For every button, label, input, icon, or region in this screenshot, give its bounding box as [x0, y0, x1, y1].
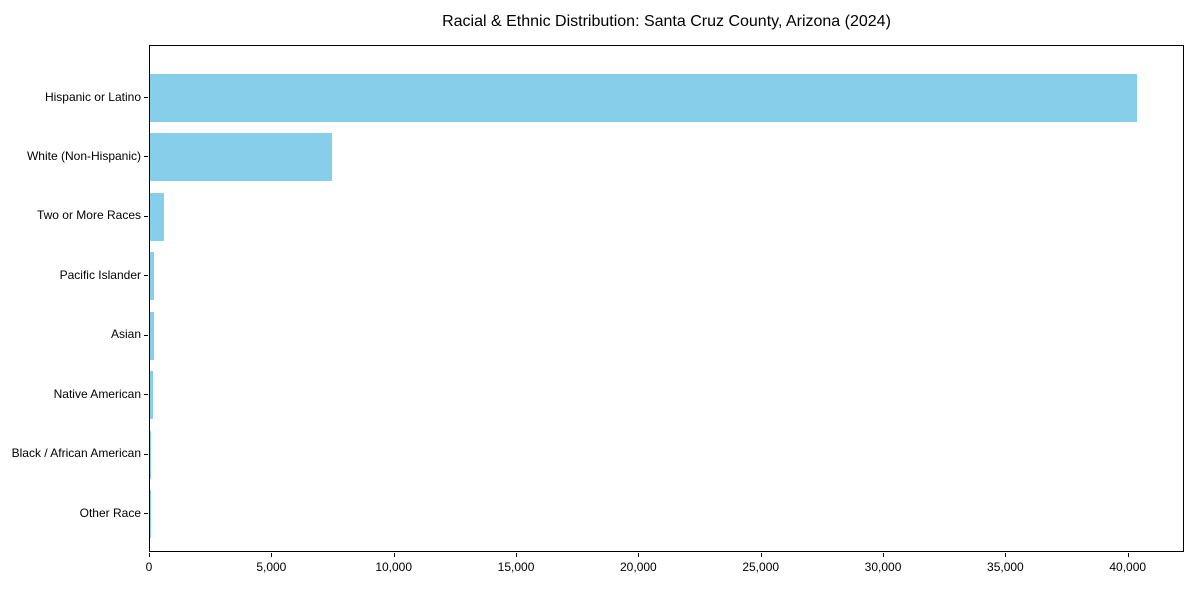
plot-area: [149, 45, 1184, 552]
y-axis-tick: [144, 394, 148, 396]
bar-black-african-american: [150, 430, 151, 479]
chart-title: Racial & Ethnic Distribution: Santa Cruz…: [442, 13, 891, 30]
y-axis-tick: [144, 156, 148, 158]
x-axis-tick: [393, 553, 395, 557]
y-tick-label: Hispanic or Latino: [44, 89, 141, 104]
y-axis-tick: [144, 215, 148, 217]
y-axis-tick: [144, 334, 148, 336]
x-tick-label: 25,000: [742, 560, 780, 574]
x-tick-label: 20,000: [620, 560, 657, 574]
x-tick-label: 0: [145, 560, 153, 574]
y-tick-label: White (Non-Hispanic): [26, 148, 141, 163]
x-axis-tick: [516, 553, 518, 557]
bar-white-non-hispanic: [150, 133, 333, 182]
x-tick-label: 30,000: [864, 560, 902, 574]
y-tick-label: Native American: [53, 386, 141, 401]
y-tick-label: Black / African American: [11, 446, 141, 461]
bar-native-american: [150, 371, 153, 420]
x-axis-tick: [271, 553, 273, 557]
x-tick-label: 5,000: [256, 560, 287, 574]
bar-asian: [150, 311, 155, 360]
x-axis-tick: [149, 553, 150, 557]
x-tick-label: 40,000: [1109, 560, 1147, 574]
x-tick-label: 15,000: [497, 560, 535, 574]
x-axis-tick: [760, 553, 762, 557]
x-tick-label: 35,000: [987, 560, 1024, 574]
x-axis-tick: [883, 553, 885, 557]
y-tick-label: Two or More Races: [36, 208, 141, 223]
y-axis-tick: [144, 453, 148, 455]
x-axis-tick: [1005, 553, 1007, 557]
bar-pacific-islander: [150, 252, 155, 301]
x-tick-label: 10,000: [375, 560, 413, 574]
y-axis-tick: [144, 275, 148, 277]
y-axis-tick: [144, 513, 148, 514]
bar-hispanic-or-latino: [150, 74, 1137, 122]
x-axis-tick: [638, 553, 640, 557]
y-tick-label: Pacific Islander: [59, 267, 141, 282]
y-tick-label: Other Race: [79, 505, 141, 520]
bar-two-or-more-races: [150, 192, 164, 241]
y-tick-label: Asian: [110, 327, 141, 342]
y-axis-tick: [144, 97, 148, 98]
x-axis-tick: [1127, 553, 1129, 557]
